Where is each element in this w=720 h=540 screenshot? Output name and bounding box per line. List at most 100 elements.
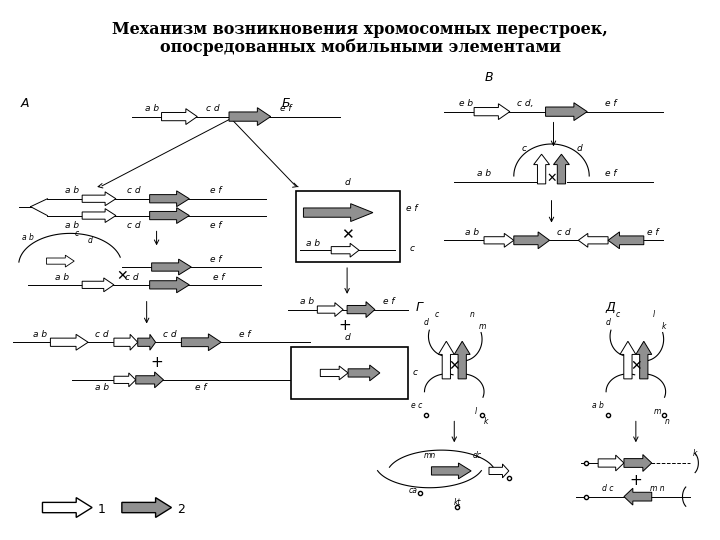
Text: Д: Д — [606, 301, 615, 314]
Text: e f: e f — [210, 186, 222, 195]
Text: a b: a b — [477, 170, 491, 179]
Text: a b: a b — [300, 297, 315, 306]
Text: d: d — [344, 333, 350, 342]
Text: d c: d c — [603, 484, 614, 493]
Text: e f: e f — [196, 383, 207, 392]
Polygon shape — [320, 366, 348, 380]
Text: +: + — [338, 318, 351, 333]
Text: e f: e f — [647, 228, 659, 237]
Text: 1: 1 — [98, 503, 106, 516]
Polygon shape — [150, 277, 189, 293]
Text: l: l — [652, 310, 654, 319]
Polygon shape — [438, 341, 454, 379]
Text: c d: c d — [557, 228, 570, 237]
Polygon shape — [534, 154, 549, 184]
Text: e f: e f — [239, 330, 251, 339]
Polygon shape — [620, 341, 636, 379]
Polygon shape — [82, 192, 116, 206]
Text: a b: a b — [22, 233, 34, 242]
Text: ca: ca — [409, 486, 418, 495]
Polygon shape — [82, 208, 116, 222]
Text: a b: a b — [55, 273, 69, 282]
Text: c d: c d — [127, 186, 140, 195]
Text: ✕: ✕ — [449, 359, 460, 373]
Text: В: В — [485, 71, 493, 84]
Text: Механизм возникновения хромосомных перестроек,: Механизм возникновения хромосомных перес… — [112, 21, 608, 38]
Polygon shape — [150, 191, 189, 207]
Text: Б: Б — [282, 97, 290, 110]
Text: +: + — [629, 473, 642, 488]
Text: c: c — [409, 244, 414, 253]
Polygon shape — [624, 455, 652, 471]
Text: l: l — [475, 407, 477, 416]
Text: k: k — [662, 322, 666, 331]
Text: e c: e c — [411, 401, 422, 410]
Polygon shape — [454, 341, 470, 379]
Text: c: c — [616, 310, 620, 319]
Text: c d: c d — [207, 104, 220, 113]
Text: 2: 2 — [177, 503, 185, 516]
Text: d: d — [424, 318, 429, 327]
Polygon shape — [150, 208, 189, 224]
Text: e f: e f — [210, 255, 222, 264]
Text: c: c — [521, 144, 526, 153]
Polygon shape — [598, 455, 624, 471]
Text: c d: c d — [127, 221, 140, 230]
Text: m n: m n — [650, 484, 665, 493]
Text: k: k — [484, 417, 488, 426]
Text: опосредованных мобильными элементами: опосредованных мобильными элементами — [160, 38, 560, 56]
Polygon shape — [138, 334, 156, 350]
Polygon shape — [161, 109, 197, 125]
Text: c d,: c d, — [518, 99, 534, 108]
Text: c: c — [434, 310, 438, 319]
Text: k: k — [693, 449, 698, 457]
Polygon shape — [431, 463, 471, 479]
Text: c: c — [413, 368, 418, 377]
Polygon shape — [624, 488, 652, 505]
Polygon shape — [303, 204, 373, 221]
Text: m: m — [654, 407, 662, 416]
Polygon shape — [636, 341, 652, 379]
Text: e f: e f — [210, 221, 222, 230]
Polygon shape — [152, 259, 192, 275]
Text: e f: e f — [606, 170, 617, 179]
Text: kt: kt — [454, 498, 461, 507]
Text: m: m — [478, 322, 486, 331]
Text: dc: dc — [472, 450, 482, 460]
Text: ✕: ✕ — [546, 172, 557, 185]
Polygon shape — [578, 233, 608, 247]
Polygon shape — [331, 244, 359, 257]
Text: e f: e f — [280, 104, 292, 113]
Polygon shape — [608, 232, 644, 249]
Text: a b: a b — [593, 401, 604, 410]
Polygon shape — [46, 255, 74, 267]
Text: d: d — [606, 318, 611, 327]
Text: a b: a b — [95, 383, 109, 392]
Text: e f: e f — [606, 99, 617, 108]
Polygon shape — [42, 498, 92, 517]
Polygon shape — [474, 104, 510, 119]
Polygon shape — [514, 232, 549, 249]
Text: e f: e f — [383, 297, 395, 306]
Text: a b: a b — [306, 239, 320, 248]
Text: c: c — [75, 229, 79, 238]
Text: c d: c d — [95, 330, 109, 339]
Polygon shape — [50, 334, 88, 350]
Text: n: n — [665, 417, 670, 426]
Polygon shape — [181, 334, 221, 350]
Text: a b: a b — [66, 186, 79, 195]
Polygon shape — [554, 154, 570, 184]
Polygon shape — [114, 373, 136, 387]
Text: e b: e b — [459, 99, 473, 108]
Polygon shape — [136, 372, 163, 388]
Text: a b: a b — [145, 104, 158, 113]
Text: c d: c d — [163, 330, 176, 339]
Text: Г: Г — [416, 301, 423, 314]
Text: ✕: ✕ — [341, 227, 354, 242]
Polygon shape — [348, 365, 380, 381]
Polygon shape — [546, 103, 588, 120]
FancyBboxPatch shape — [295, 191, 400, 262]
Polygon shape — [347, 302, 375, 318]
Text: a b: a b — [33, 330, 48, 339]
Text: +: + — [150, 355, 163, 369]
